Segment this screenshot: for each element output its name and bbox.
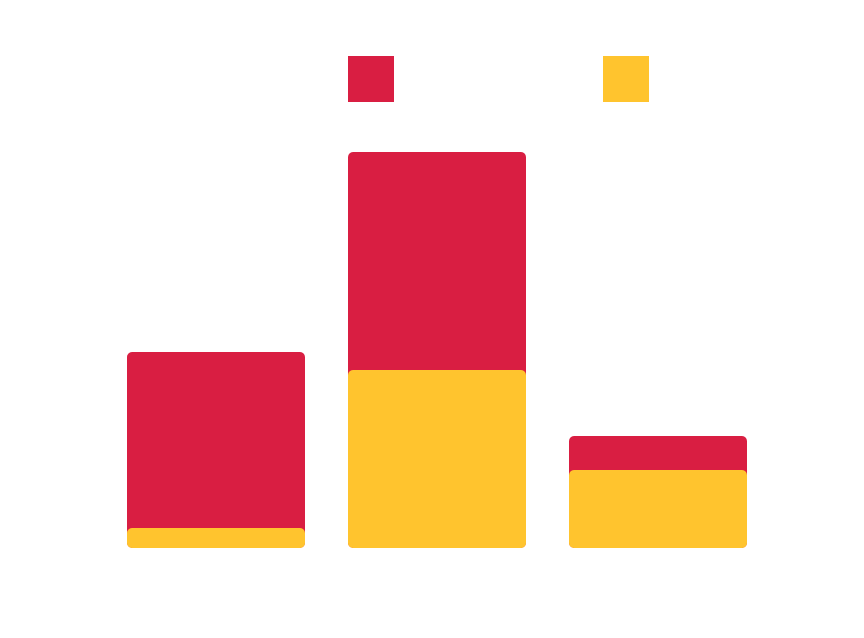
bar-series-2-category-1: [127, 528, 305, 548]
bar-series-1-category-1: [127, 352, 305, 548]
bar-series-2-category-2: [348, 370, 526, 548]
bar-series-2-category-3: [569, 470, 747, 548]
legend-swatch-series-1: [348, 56, 394, 102]
legend-swatch-series-2: [603, 56, 649, 102]
